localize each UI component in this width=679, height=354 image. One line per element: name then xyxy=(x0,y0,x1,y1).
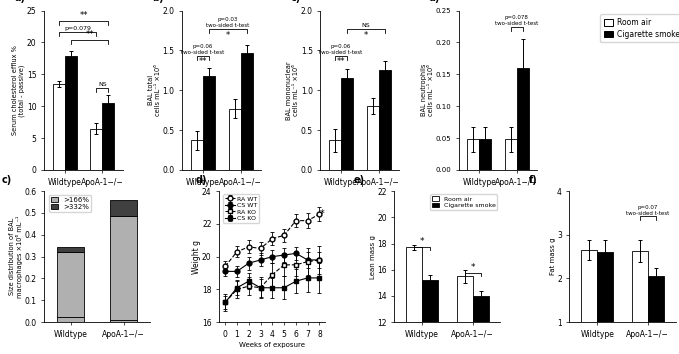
Bar xyxy=(111,320,137,322)
Bar xyxy=(422,280,439,354)
Bar xyxy=(53,84,65,170)
Bar xyxy=(473,296,489,354)
Text: **: ** xyxy=(86,30,94,39)
Text: f): f) xyxy=(529,175,538,185)
Bar xyxy=(58,252,84,317)
Y-axis label: BAL total
cells mL⁻¹ ×10⁶: BAL total cells mL⁻¹ ×10⁶ xyxy=(148,64,161,116)
Bar xyxy=(631,251,648,354)
Text: *: * xyxy=(319,209,324,219)
Bar xyxy=(58,247,84,252)
Text: d): d) xyxy=(428,0,440,3)
Text: d): d) xyxy=(196,175,207,185)
Bar xyxy=(517,68,529,170)
Text: c): c) xyxy=(291,0,301,3)
Bar xyxy=(191,141,203,170)
Y-axis label: Size distribution of BAL
macrophages ×10⁶ mL⁻¹: Size distribution of BAL macrophages ×10… xyxy=(9,216,23,298)
Bar xyxy=(456,276,473,354)
Text: **: ** xyxy=(199,57,207,67)
Bar xyxy=(240,53,253,170)
Text: c): c) xyxy=(1,175,12,185)
Text: *: * xyxy=(364,31,368,40)
Y-axis label: BAL neutrophils
cells mL⁻¹ ×10⁶: BAL neutrophils cells mL⁻¹ ×10⁶ xyxy=(421,64,434,116)
Bar xyxy=(581,250,598,354)
Bar xyxy=(203,76,215,170)
Bar xyxy=(504,139,517,170)
Legend: Room air, Cigarette smoke: Room air, Cigarette smoke xyxy=(600,15,679,42)
Text: NS: NS xyxy=(362,23,370,28)
X-axis label: Weeks of exposure: Weeks of exposure xyxy=(239,342,306,348)
Legend: RA WT, CS WT, RA KO, CS KO: RA WT, CS WT, RA KO, CS KO xyxy=(223,194,259,223)
Bar xyxy=(467,139,479,170)
Bar xyxy=(58,317,84,322)
Text: p=0.078
two-sided t-test: p=0.078 two-sided t-test xyxy=(495,16,538,26)
Bar xyxy=(367,106,379,170)
Bar xyxy=(479,139,491,170)
Bar xyxy=(103,103,115,170)
Bar xyxy=(90,129,103,170)
Bar xyxy=(65,57,77,170)
Text: p=0.07
two-sided t-test: p=0.07 two-sided t-test xyxy=(626,205,669,216)
Legend: >166%, >332%: >166%, >332% xyxy=(49,195,92,212)
Y-axis label: BAL mononuclear
cells mL⁻¹ ×10⁶: BAL mononuclear cells mL⁻¹ ×10⁶ xyxy=(287,61,299,120)
Text: p=0.06
two-sided t-test: p=0.06 two-sided t-test xyxy=(181,44,225,55)
Bar xyxy=(598,252,613,354)
Text: **: ** xyxy=(79,11,88,20)
Text: p=0.06
two-sided t-test: p=0.06 two-sided t-test xyxy=(319,44,363,55)
Bar xyxy=(329,141,341,170)
Y-axis label: Fat mass g: Fat mass g xyxy=(549,238,555,275)
Text: a): a) xyxy=(14,0,25,3)
Text: *: * xyxy=(471,263,475,272)
Bar xyxy=(229,109,240,170)
Text: p=0.079: p=0.079 xyxy=(64,26,91,31)
Text: e): e) xyxy=(354,175,365,185)
Text: *: * xyxy=(225,31,230,40)
Bar xyxy=(406,247,422,354)
Text: *: * xyxy=(420,237,424,246)
Bar xyxy=(111,200,137,216)
Y-axis label: Serum cholesterol efflux %
(total - passive): Serum cholesterol efflux % (total - pass… xyxy=(12,45,26,135)
Text: b): b) xyxy=(152,0,164,3)
Text: **: ** xyxy=(337,57,346,67)
Text: p=0.03
two-sided t-test: p=0.03 two-sided t-test xyxy=(206,17,249,28)
Y-axis label: Lean mass g: Lean mass g xyxy=(369,235,375,279)
Legend: Room air, Cigarette smoke: Room air, Cigarette smoke xyxy=(430,194,497,210)
Text: NS: NS xyxy=(98,82,107,87)
Bar xyxy=(111,216,137,320)
Bar xyxy=(648,276,664,354)
Bar xyxy=(341,78,353,170)
Bar xyxy=(379,70,390,170)
Y-axis label: Weight g: Weight g xyxy=(191,240,200,274)
